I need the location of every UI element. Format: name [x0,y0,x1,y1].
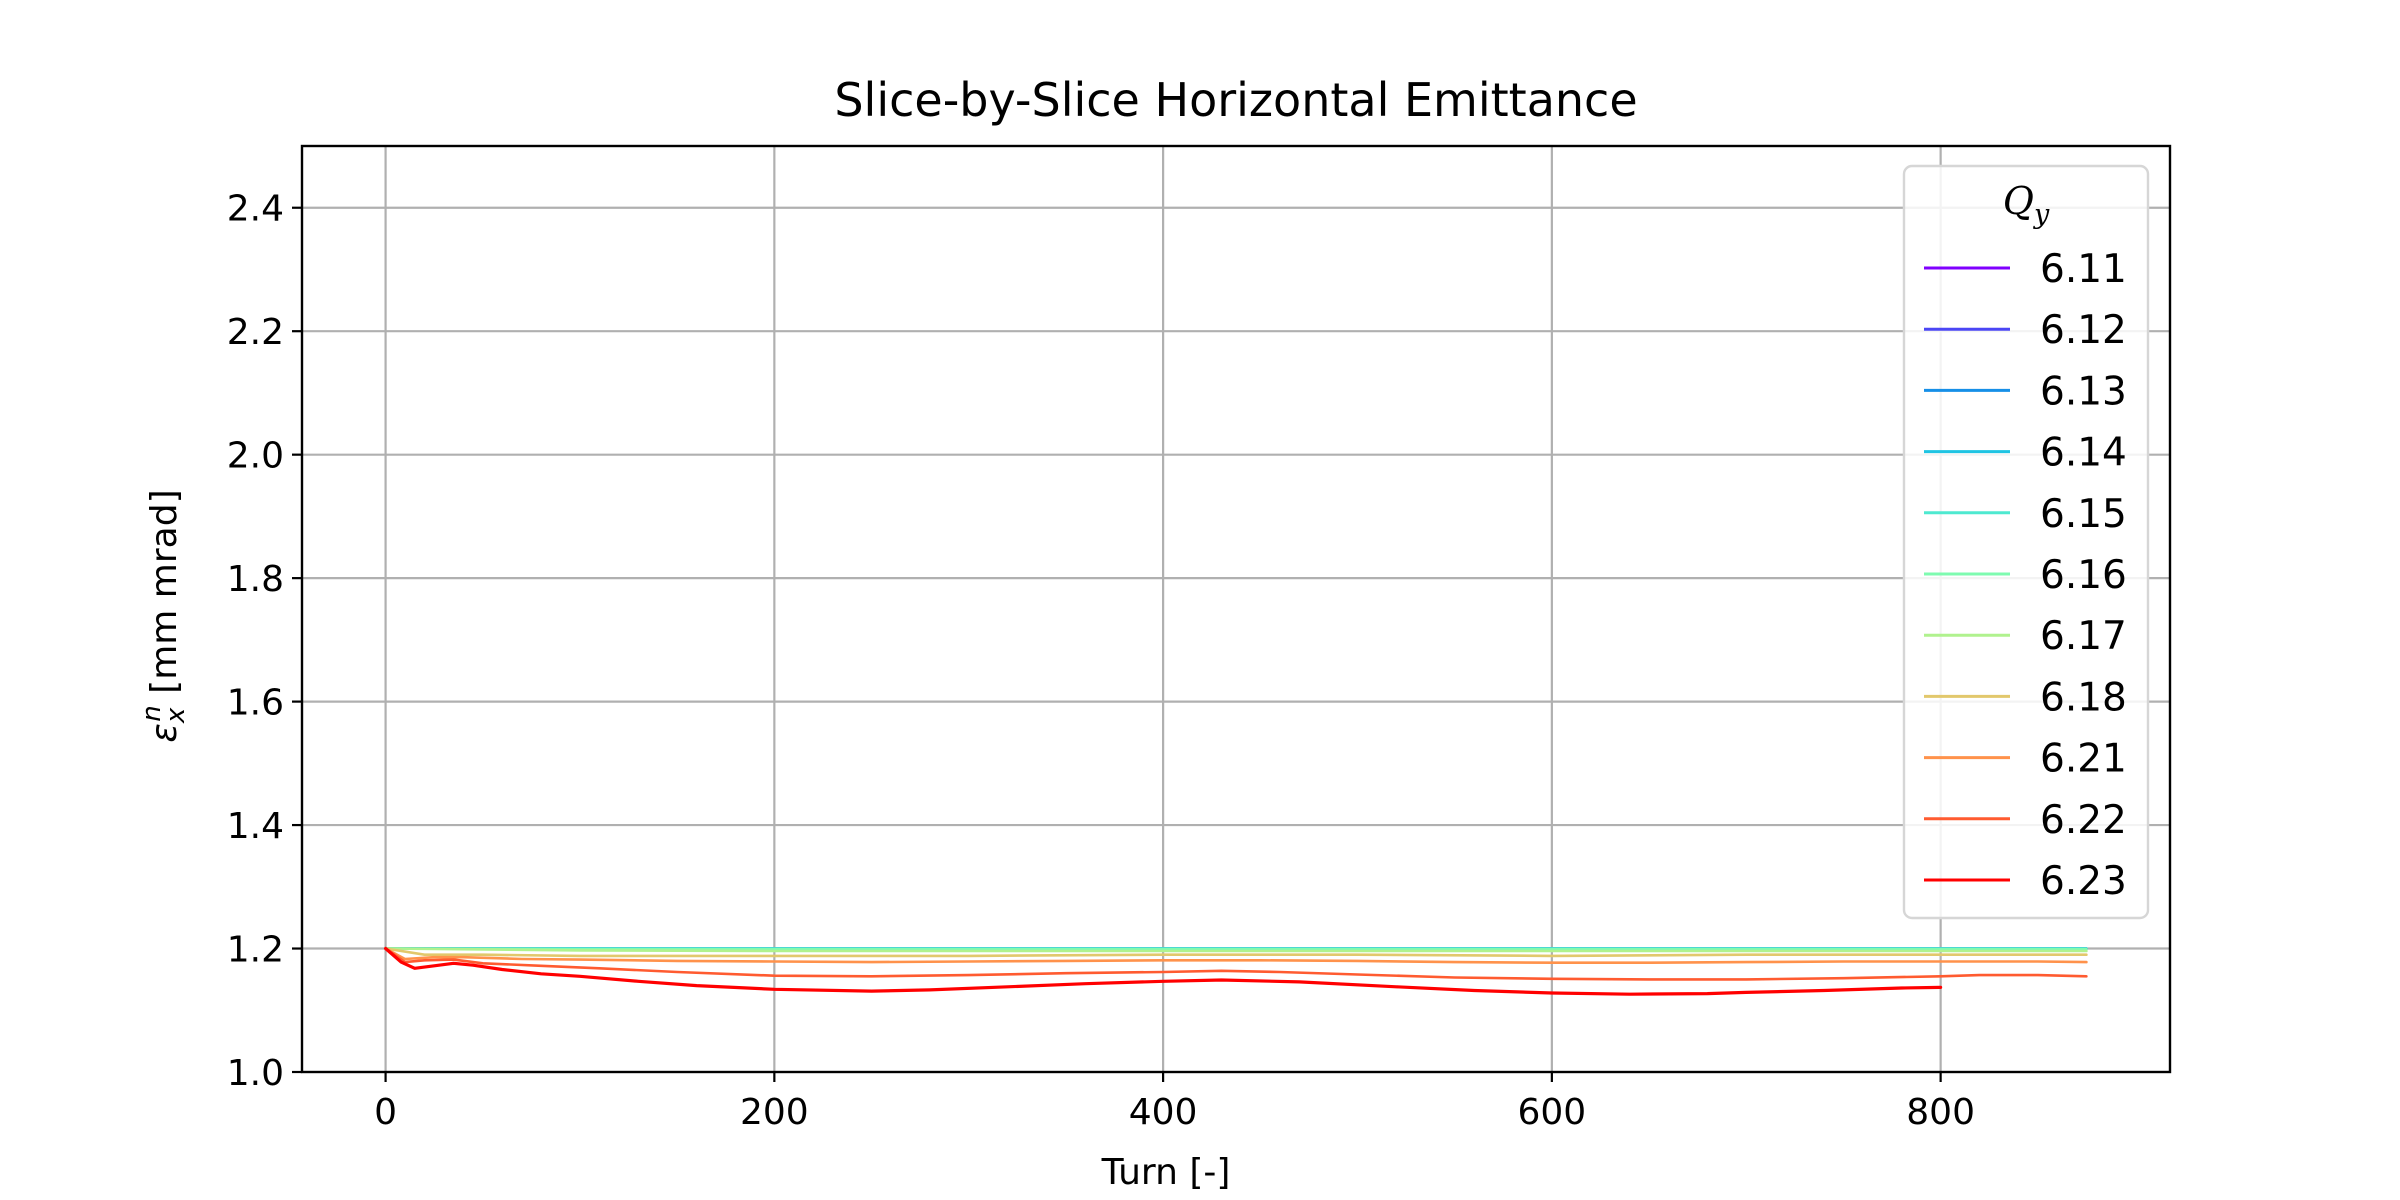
legend-box [1902,164,2150,920]
legend-label: 6.15 [2040,492,2127,537]
legend-title-subscript: y [2033,199,2050,230]
legend-entry: 6.23 [1924,859,2127,904]
x-tick-label: 400 [1129,1092,1198,1133]
plot-frame [300,144,2172,1074]
y-axis-label-superscript: n [137,705,167,721]
legend-entry: 6.15 [1924,492,2127,537]
grid [302,146,2170,1072]
legend-entry: 6.16 [1924,553,2127,598]
legend-label: 6.13 [2040,369,2127,414]
legend-entry: 6.21 [1924,737,2127,782]
series-line-6.16 [384,947,2088,951]
y-tick-label: 1.4 [227,806,284,847]
legend-entry: 6.17 [1924,614,2127,659]
legend-entry: 6.18 [1924,675,2127,720]
legend-entry: 6.22 [1924,798,2127,843]
legend-label: 6.18 [2040,675,2127,720]
legend: Qy 6.116.126.136.146.156.166.176.186.216… [1902,164,2150,920]
y-tick-label: 2.2 [227,312,284,353]
legend-entry: 6.13 [1924,369,2127,414]
legend-label: 6.11 [2040,247,2127,292]
legend-label: 6.22 [2040,798,2127,843]
y-tick-label: 1.6 [227,683,284,724]
legend-entries: 6.11 6.12 6.13 6.14 6.15 6.16 6.17 6.18 6.21 6.22… [1924,247,2127,904]
legend-entry: 6.11 [1924,247,2127,292]
legend-entry: 6.12 [1924,308,2127,353]
series-line-6.23 [384,946,1943,996]
y-tick-label: 1.2 [227,930,284,971]
series-lines [384,946,2088,996]
x-tick-label: 600 [1518,1092,1587,1133]
x-axis-label: Turn [-] [1101,1152,1231,1193]
legend-label: 6.12 [2040,308,2127,353]
series-line-6.18 [384,947,2088,958]
legend-label: 6.23 [2040,859,2127,904]
legend-label: 6.14 [2040,431,2127,476]
y-axis-label: εxn [mm mrad] [137,489,191,742]
y-axis-label-symbol: ε [144,723,185,742]
x-tick-label: 0 [374,1092,397,1133]
legend-title-main: Q [2003,179,2034,223]
y-tick-label: 2.0 [227,436,284,477]
series-line-6.22 [384,947,2088,981]
y-tick-label: 1.0 [227,1053,284,1094]
x-tick-label: 200 [740,1092,809,1133]
legend-label: 6.17 [2040,614,2127,659]
x-tick-label: 800 [1906,1092,1975,1133]
y-tick-label: 1.8 [227,559,284,600]
series-line-6.17 [384,947,2088,953]
axis-ticks: 0 200 400 600 800 1.0 1.2 1.4 1.6 1.8 2.0 2.2 2.4 [227,189,1975,1133]
chart-title: Slice-by-Slice Horizontal Emittance [834,73,1637,127]
y-axis-label-subscript: x [161,707,191,724]
legend-label: 6.21 [2040,737,2127,782]
legend-title: Qy [2003,179,2050,230]
series-line-6.21 [384,947,2088,965]
legend-label: 6.16 [2040,553,2127,598]
y-axis-label-unit: [mm mrad] [144,489,185,705]
y-tick-label: 2.4 [227,189,284,230]
legend-entry: 6.14 [1924,431,2127,476]
